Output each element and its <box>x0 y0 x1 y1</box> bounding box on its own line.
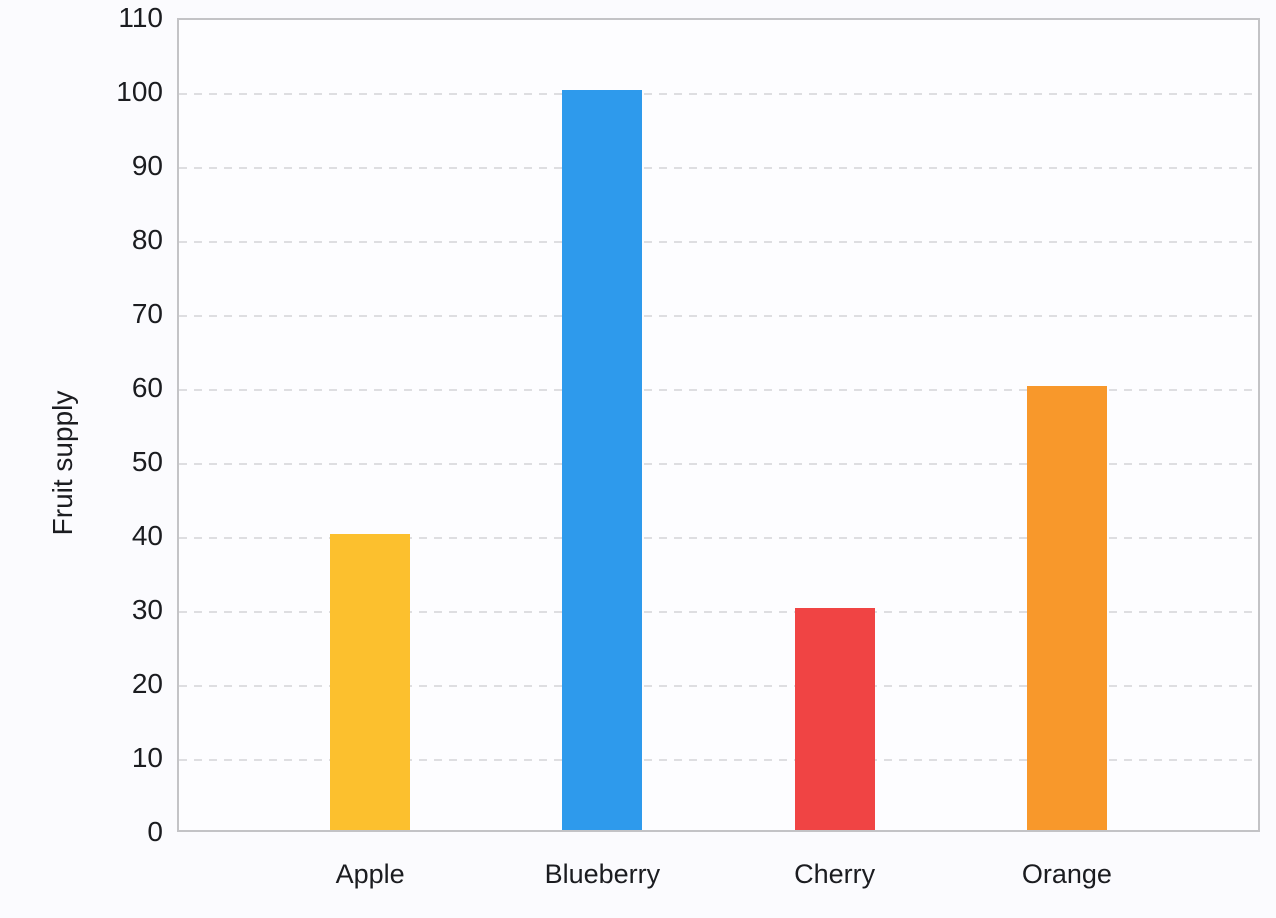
y-tick-label: 20 <box>131 668 163 699</box>
x-tick-label: Apple <box>335 859 405 889</box>
gridline <box>179 537 1258 539</box>
y-tick-label: 50 <box>131 446 163 477</box>
bar-orange <box>1026 386 1107 830</box>
y-tick-label: 30 <box>131 594 163 625</box>
y-tick-label: 110 <box>118 2 163 33</box>
gridline <box>179 315 1258 317</box>
x-tick-label: Orange <box>1021 859 1112 889</box>
gridline <box>179 463 1258 465</box>
bar-cherry <box>794 608 875 830</box>
x-tick-label: Blueberry <box>544 859 661 889</box>
gridline <box>179 685 1258 687</box>
bar-apple <box>330 534 411 830</box>
gridline <box>179 167 1258 169</box>
y-tick-label: 0 <box>147 816 163 847</box>
y-tick-label: 70 <box>131 298 163 329</box>
y-tick-label: 100 <box>116 76 163 107</box>
y-tick-label: 10 <box>131 742 163 773</box>
gridline <box>179 611 1258 613</box>
gridline <box>179 389 1258 391</box>
bar-blueberry <box>562 90 643 830</box>
y-tick-label: 60 <box>131 372 163 403</box>
y-tick-label: 40 <box>131 520 163 551</box>
x-tick-label: Cherry <box>794 859 876 889</box>
y-tick-label: 90 <box>131 150 163 181</box>
gridline <box>179 93 1258 95</box>
gridline <box>179 759 1258 761</box>
plot-area <box>177 18 1260 832</box>
y-tick-label: 80 <box>131 224 163 255</box>
gridline <box>179 241 1258 243</box>
